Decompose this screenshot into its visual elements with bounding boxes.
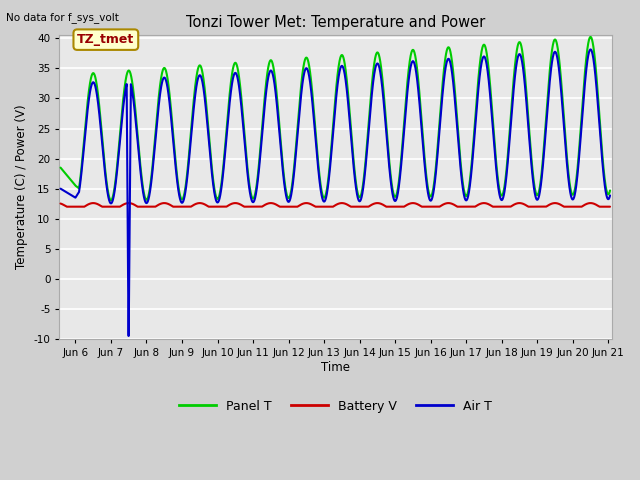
X-axis label: Time: Time xyxy=(321,361,350,374)
Text: No data for f_sys_volt: No data for f_sys_volt xyxy=(6,12,119,23)
Y-axis label: Temperature (C) / Power (V): Temperature (C) / Power (V) xyxy=(15,105,28,269)
Legend: Panel T, Battery V, Air T: Panel T, Battery V, Air T xyxy=(174,395,497,418)
Title: Tonzi Tower Met: Temperature and Power: Tonzi Tower Met: Temperature and Power xyxy=(186,15,485,30)
Text: TZ_tmet: TZ_tmet xyxy=(77,33,134,46)
